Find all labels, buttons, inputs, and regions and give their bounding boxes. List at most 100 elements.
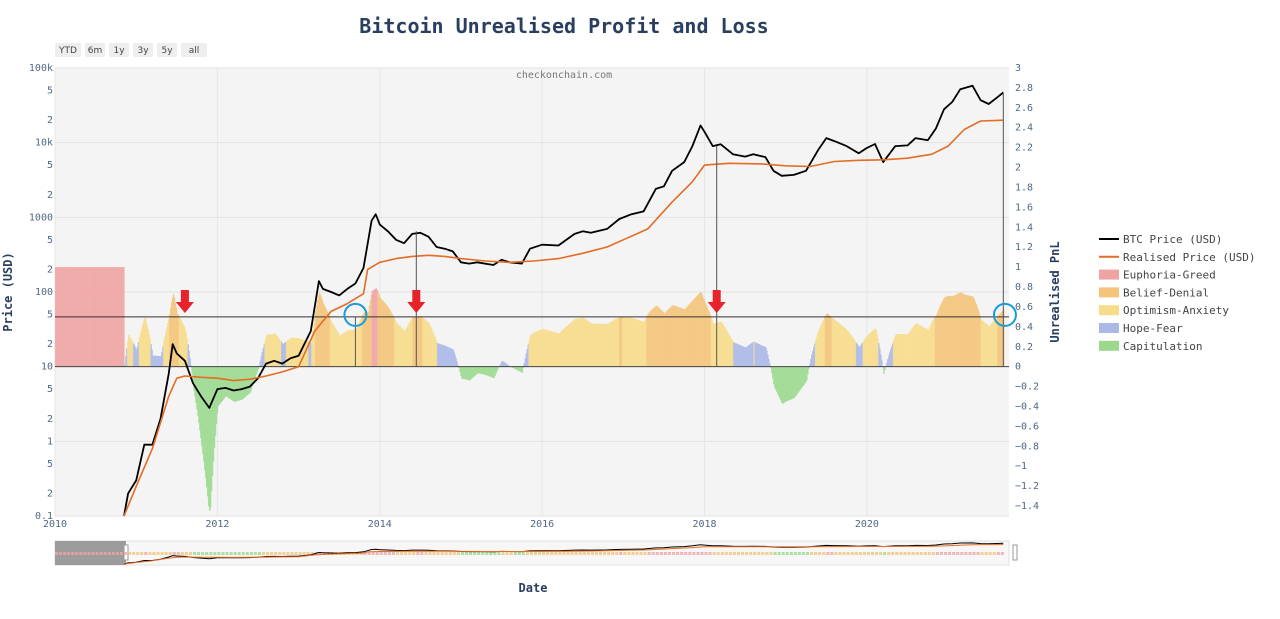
range-slider-right-handle[interactable] <box>1012 544 1018 561</box>
pnl-bar <box>354 329 356 367</box>
pnl-bar <box>370 294 373 367</box>
mini-band <box>156 552 160 555</box>
y-tick-label: 2 <box>47 115 53 126</box>
pnl-bar <box>136 346 139 367</box>
pnl-bar <box>883 366 885 374</box>
y-tick-label: 5 <box>47 309 53 320</box>
pnl-bar <box>512 366 515 369</box>
mini-band <box>944 552 948 555</box>
pnl-bar <box>816 333 819 367</box>
pnl-bar <box>574 319 576 367</box>
mini-band <box>728 552 732 555</box>
pnl-bar <box>943 298 945 367</box>
pnl-bar <box>857 345 860 367</box>
pnl-bar <box>534 332 536 367</box>
mini-band <box>172 552 176 555</box>
pnl-bar <box>184 328 186 367</box>
pnl-bar <box>752 341 754 367</box>
y-tick-label: 5 <box>47 384 53 395</box>
pnl-bar <box>856 344 859 367</box>
mini-band <box>460 552 464 555</box>
pnl-bar <box>780 366 783 403</box>
mini-band <box>842 552 846 555</box>
mini-band <box>396 552 400 555</box>
range-button-bg <box>181 43 207 57</box>
y2-tick-label: 2.6 <box>1015 103 1033 114</box>
y2-tick-label: 0.8 <box>1015 282 1033 293</box>
pnl-bar <box>893 337 896 367</box>
pnl-bar <box>866 335 868 367</box>
pnl-bar <box>538 330 540 367</box>
range-button-ytd[interactable]: YTD <box>55 43 81 57</box>
mini-band <box>298 552 302 555</box>
pnl-bar <box>321 300 324 367</box>
range-button-3y[interactable]: 3y <box>133 43 153 57</box>
pnl-bar <box>317 299 319 367</box>
pnl-bar <box>300 338 302 367</box>
pnl-bar <box>140 329 143 367</box>
mini-band <box>481 552 485 555</box>
y2-tick-label: −0.6 <box>1015 421 1039 432</box>
pnl-bar <box>529 336 531 367</box>
mini-band <box>879 552 883 555</box>
pnl-bar <box>899 334 902 367</box>
pnl-bar <box>803 366 805 385</box>
pnl-bar <box>957 293 959 367</box>
pnl-bar <box>367 311 370 367</box>
pnl-bar <box>336 330 338 367</box>
pnl-bar <box>476 366 479 374</box>
pnl-bar <box>919 325 921 367</box>
pnl-bar <box>236 366 238 402</box>
pnl-bar <box>418 316 420 367</box>
mini-band <box>400 552 404 555</box>
pnl-bar <box>393 316 395 367</box>
y-tick-label: 2 <box>47 489 53 500</box>
range-button-6m[interactable]: 6m <box>85 43 105 57</box>
pnl-bar <box>439 344 442 367</box>
pnl-bar <box>161 352 163 367</box>
pnl-bar <box>437 343 440 367</box>
pnl-bar <box>633 318 636 367</box>
pnl-bar <box>389 309 391 367</box>
mini-band <box>558 552 562 555</box>
range-button-5y[interactable]: 5y <box>157 43 177 57</box>
pnl-bar <box>565 326 567 367</box>
y2-tick-label: 0.4 <box>1015 322 1033 333</box>
pnl-bar <box>342 333 344 367</box>
pnl-bar <box>130 338 132 367</box>
pnl-bar <box>935 315 938 367</box>
pnl-bar <box>232 366 234 402</box>
pnl-bar <box>800 366 802 389</box>
pnl-bar <box>166 327 168 367</box>
pnl-bar <box>625 317 628 367</box>
range-button-all[interactable]: all <box>181 43 207 57</box>
pnl-bar <box>758 344 760 367</box>
pnl-bar <box>523 362 526 367</box>
range-button-1y[interactable]: 1y <box>109 43 129 57</box>
pnl-bar <box>275 334 277 367</box>
pnl-bar <box>546 329 548 367</box>
mini-band <box>911 552 915 555</box>
mini-band <box>217 552 221 555</box>
pnl-bar <box>823 317 826 367</box>
pnl-bar <box>699 292 702 367</box>
mini-band <box>639 552 643 555</box>
range-slider[interactable] <box>54 540 1018 566</box>
pnl-bar <box>133 345 136 367</box>
pnl-bar <box>335 329 337 367</box>
mini-band <box>249 552 253 555</box>
pnl-bar <box>241 366 243 400</box>
pnl-bar <box>230 366 232 400</box>
mini-band <box>505 552 509 555</box>
pnl-bar <box>424 319 426 367</box>
pnl-bar <box>400 327 403 367</box>
pnl-bar <box>383 302 385 367</box>
pnl-bar <box>888 355 890 367</box>
pnl-bar <box>992 321 994 367</box>
pnl-bar <box>864 338 867 367</box>
pnl-bar <box>696 296 698 367</box>
pnl-bar <box>328 316 331 367</box>
pnl-bar <box>682 308 684 367</box>
y-tick-label: 10 <box>41 362 53 373</box>
x-tick-label: 2020 <box>855 519 879 530</box>
